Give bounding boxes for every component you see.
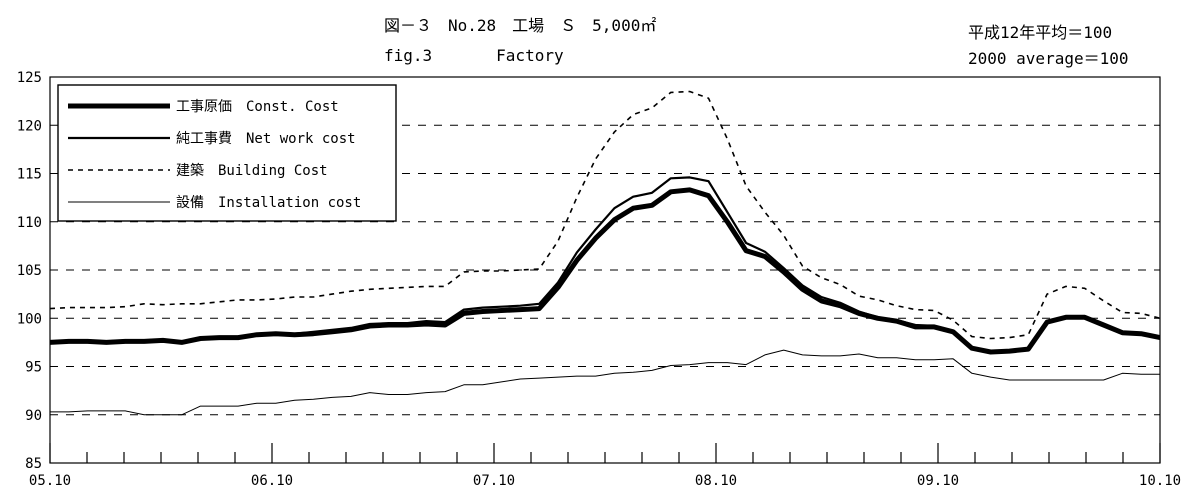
y-tick-label: 85 [25, 456, 42, 472]
x-tick-label: 10.10 [1139, 473, 1181, 489]
series-line [50, 349, 1160, 416]
title-block: 図－３ No.28 工場 Ｓ 5,000㎡ fig.3 Factory 平成12… [0, 0, 1187, 70]
x-tick-label: 07.10 [473, 473, 515, 489]
x-tick-label: 09.10 [917, 473, 959, 489]
y-tick-label: 110 [17, 215, 42, 231]
base-note-japanese: 平成12年平均＝100 [968, 23, 1113, 42]
chart-title-english: fig.3 Factory [384, 46, 564, 65]
legend-label: 工事原価 Const. Cost [176, 99, 339, 115]
legend-label: 建築 Building Cost [176, 163, 328, 179]
y-tick-label: 120 [17, 118, 42, 134]
y-tick-label: 95 [25, 360, 42, 376]
y-tick-label: 90 [25, 408, 42, 424]
series-line [49, 176, 1161, 353]
x-tick-label: 05.10 [29, 473, 71, 489]
base-note-english: 2000 average＝100 [968, 49, 1129, 68]
y-tick-label: 115 [17, 167, 42, 183]
x-tick-label: 06.10 [251, 473, 293, 489]
chart-title-japanese: 図－３ No.28 工場 Ｓ 5,000㎡ [384, 16, 657, 35]
y-tick-label: 100 [17, 311, 42, 327]
legend-label: 純工事費 Net work cost [176, 131, 356, 147]
legend-label: 設備 Installation cost [176, 195, 361, 211]
x-tick-label: 08.10 [695, 473, 737, 489]
y-tick-label: 105 [17, 263, 42, 279]
y-tick-label: 125 [17, 70, 42, 86]
